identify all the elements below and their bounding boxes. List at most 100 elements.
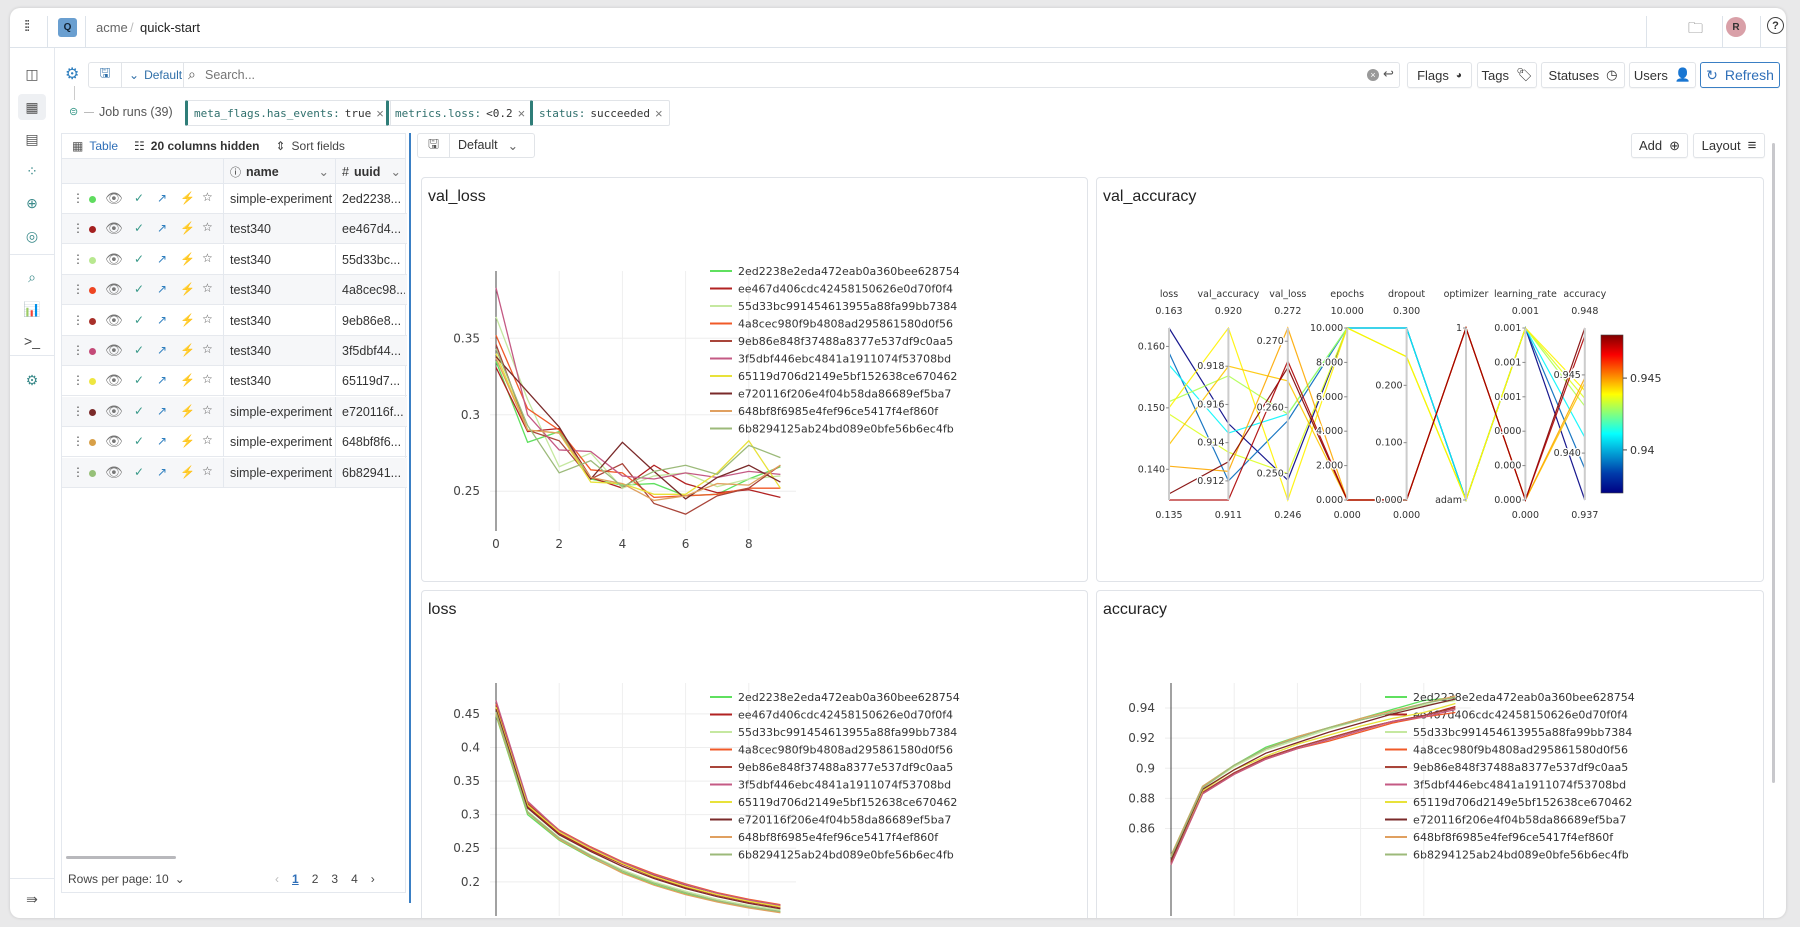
compare-icon[interactable]: ⚡ bbox=[180, 373, 195, 388]
compare-icon[interactable]: ⚡ bbox=[180, 343, 195, 357]
eye-circle-icon[interactable]: ◎ bbox=[25, 227, 39, 244]
save-view-icon[interactable]: 🖫 bbox=[89, 63, 122, 87]
table-row[interactable]: ⋮ 👁 ✓ ↗ ⚡ ☆ simple-experiment e720116f..… bbox=[62, 396, 407, 427]
run-uuid[interactable]: 2ed2238... bbox=[335, 184, 405, 214]
external-link-icon[interactable]: ↗ bbox=[157, 282, 168, 297]
layout-selector[interactable]: Default ⌄ bbox=[458, 138, 518, 153]
eye-icon[interactable]: 👁 bbox=[105, 463, 123, 480]
vertical-scrollbar[interactable] bbox=[1772, 143, 1775, 783]
star-icon[interactable]: ☆ bbox=[202, 372, 213, 387]
star-icon[interactable]: ☆ bbox=[202, 311, 213, 326]
external-link-icon[interactable]: ↗ bbox=[157, 434, 168, 449]
search-zoom-icon[interactable]: ⌕ bbox=[28, 268, 36, 285]
drag-handle-icon[interactable]: ⋮ bbox=[72, 221, 84, 236]
run-uuid[interactable]: 55d33bc... bbox=[335, 244, 405, 275]
compare-icon[interactable]: ⚡ bbox=[180, 464, 195, 479]
refresh-button[interactable]: ↻ Refresh bbox=[1700, 62, 1780, 88]
run-uuid[interactable]: 648bf8f6... bbox=[335, 427, 405, 458]
flags-button[interactable]: Flags ◕ bbox=[1407, 62, 1472, 88]
drag-handle-icon[interactable]: ⋮ bbox=[72, 434, 84, 449]
drag-handle-icon[interactable]: ⋮ bbox=[72, 251, 84, 266]
run-name[interactable]: test340 bbox=[223, 305, 335, 336]
remove-filter-icon[interactable]: × bbox=[376, 105, 384, 121]
compare-icon[interactable]: ⚡ bbox=[180, 191, 195, 205]
run-name[interactable]: test340 bbox=[223, 336, 335, 366]
table-row[interactable]: ⋮ 👁 ✓ ↗ ⚡ ☆ simple-experiment 648bf8f6..… bbox=[62, 427, 407, 458]
run-name[interactable]: simple-experiment bbox=[223, 457, 335, 488]
eye-icon[interactable]: 👁 bbox=[105, 190, 123, 206]
eye-icon[interactable]: 👁 bbox=[105, 311, 123, 328]
run-name[interactable]: test340 bbox=[223, 214, 335, 245]
page-3[interactable]: 3 bbox=[331, 872, 339, 886]
run-uuid[interactable]: 4a8cec98... bbox=[335, 275, 405, 306]
run-color-dot[interactable] bbox=[89, 439, 96, 447]
horizontal-scrollbar[interactable] bbox=[66, 856, 176, 859]
tags-button[interactable]: Tags 🏷 bbox=[1477, 62, 1537, 88]
chart-icon[interactable]: 📊 bbox=[23, 300, 41, 317]
external-link-icon[interactable]: ↗ bbox=[157, 251, 168, 266]
run-color-dot[interactable] bbox=[89, 196, 96, 203]
terminal-icon[interactable]: >_ bbox=[24, 333, 40, 349]
eye-icon[interactable]: 👁 bbox=[105, 402, 123, 419]
run-name[interactable]: simple-experiment bbox=[223, 184, 335, 214]
table-row[interactable]: ⋮ 👁 ✓ ↗ ⚡ ☆ test340 3f5dbf44... bbox=[62, 336, 407, 366]
run-uuid[interactable]: ee467d4... bbox=[335, 214, 405, 245]
star-icon[interactable]: ☆ bbox=[202, 190, 213, 204]
star-icon[interactable]: ☆ bbox=[202, 220, 213, 235]
star-icon[interactable]: ☆ bbox=[202, 250, 213, 265]
compare-icon[interactable]: ⚡ bbox=[180, 434, 195, 449]
run-color-dot[interactable] bbox=[89, 469, 96, 477]
run-name[interactable]: simple-experiment bbox=[223, 427, 335, 458]
save-layout-icon[interactable]: 🖫 bbox=[418, 134, 450, 157]
clear-search-icon[interactable]: × bbox=[1367, 69, 1379, 81]
run-color-dot[interactable] bbox=[89, 348, 96, 355]
table-row[interactable]: ⋮ 👁 ✓ ↗ ⚡ ☆ test340 9eb86e8... bbox=[62, 305, 407, 336]
external-link-icon[interactable]: ↗ bbox=[157, 221, 168, 236]
star-icon[interactable]: ☆ bbox=[202, 433, 213, 448]
star-icon[interactable]: ☆ bbox=[202, 402, 213, 417]
dashboard-icon[interactable]: ▤ bbox=[25, 130, 39, 147]
star-icon[interactable]: ☆ bbox=[202, 342, 213, 356]
eye-icon[interactable]: 👁 bbox=[105, 433, 123, 450]
drag-handle-icon[interactable]: ⋮ bbox=[72, 343, 84, 357]
column-header-uuid[interactable]: # uuid ⌄ bbox=[335, 159, 405, 184]
grid-dots-icon[interactable]: ⁞⁞ bbox=[24, 18, 31, 35]
layout-button[interactable]: Layout ≡ bbox=[1693, 133, 1765, 158]
table-row[interactable]: ⋮ 👁 ✓ ↗ ⚡ ☆ test340 55d33bc... bbox=[62, 244, 407, 275]
remove-filter-icon[interactable]: × bbox=[654, 105, 663, 121]
run-name[interactable]: test340 bbox=[223, 366, 335, 397]
search-input[interactable] bbox=[205, 66, 1355, 84]
breadcrumb-org[interactable]: acme bbox=[96, 20, 128, 35]
avatar[interactable]: R bbox=[1726, 17, 1746, 37]
compare-icon[interactable]: ⚡ bbox=[180, 403, 195, 418]
compare-icon[interactable]: ⚡ bbox=[180, 251, 195, 266]
run-color-dot[interactable] bbox=[89, 408, 96, 416]
external-link-icon[interactable]: ↗ bbox=[157, 464, 168, 479]
run-color-dot[interactable] bbox=[89, 226, 96, 234]
sort-fields-button[interactable]: ⇕ Sort fields bbox=[275, 139, 344, 153]
statuses-button[interactable]: Statuses ◷ bbox=[1541, 62, 1625, 88]
chevron-down-icon[interactable]: ⌄ bbox=[390, 165, 401, 179]
add-chart-button[interactable]: Add ⊕ bbox=[1631, 133, 1688, 158]
settings-icon[interactable]: ⚙ bbox=[25, 371, 39, 388]
table-row[interactable]: ⋮ 👁 ✓ ↗ ⚡ ☆ simple-experiment 2ed2238... bbox=[62, 184, 407, 214]
external-link-icon[interactable]: ↗ bbox=[157, 343, 168, 357]
view-selector[interactable]: ⌄ Default bbox=[122, 63, 184, 87]
table-row[interactable]: ⋮ 👁 ✓ ↗ ⚡ ☆ simple-experiment 6b82941... bbox=[62, 457, 407, 488]
drag-handle-icon[interactable]: ⋮ bbox=[72, 312, 84, 327]
drag-handle-icon[interactable]: ⋮ bbox=[72, 464, 84, 479]
help-icon[interactable]: ? bbox=[1767, 17, 1784, 34]
page-4[interactable]: 4 bbox=[351, 872, 358, 886]
external-link-icon[interactable]: ↗ bbox=[157, 191, 168, 205]
project-badge[interactable]: Q bbox=[58, 18, 77, 37]
chevron-down-icon[interactable]: ⌄ bbox=[318, 165, 329, 179]
filter-chip[interactable]: metrics.loss: <0.2 × bbox=[386, 100, 533, 126]
run-name[interactable]: test340 bbox=[223, 244, 335, 275]
run-color-dot[interactable] bbox=[89, 378, 96, 386]
settings-icon[interactable]: ⚙ bbox=[65, 66, 80, 83]
run-color-dot[interactable] bbox=[89, 317, 96, 325]
hidden-columns-button[interactable]: ☷ 20 columns hidden bbox=[134, 139, 259, 153]
run-uuid[interactable]: 65119d7... bbox=[335, 366, 405, 397]
filter-chip[interactable]: status: succeeded × bbox=[530, 100, 670, 126]
rows-per-page-select[interactable]: Rows per page: 10 ⌄ bbox=[68, 872, 185, 886]
